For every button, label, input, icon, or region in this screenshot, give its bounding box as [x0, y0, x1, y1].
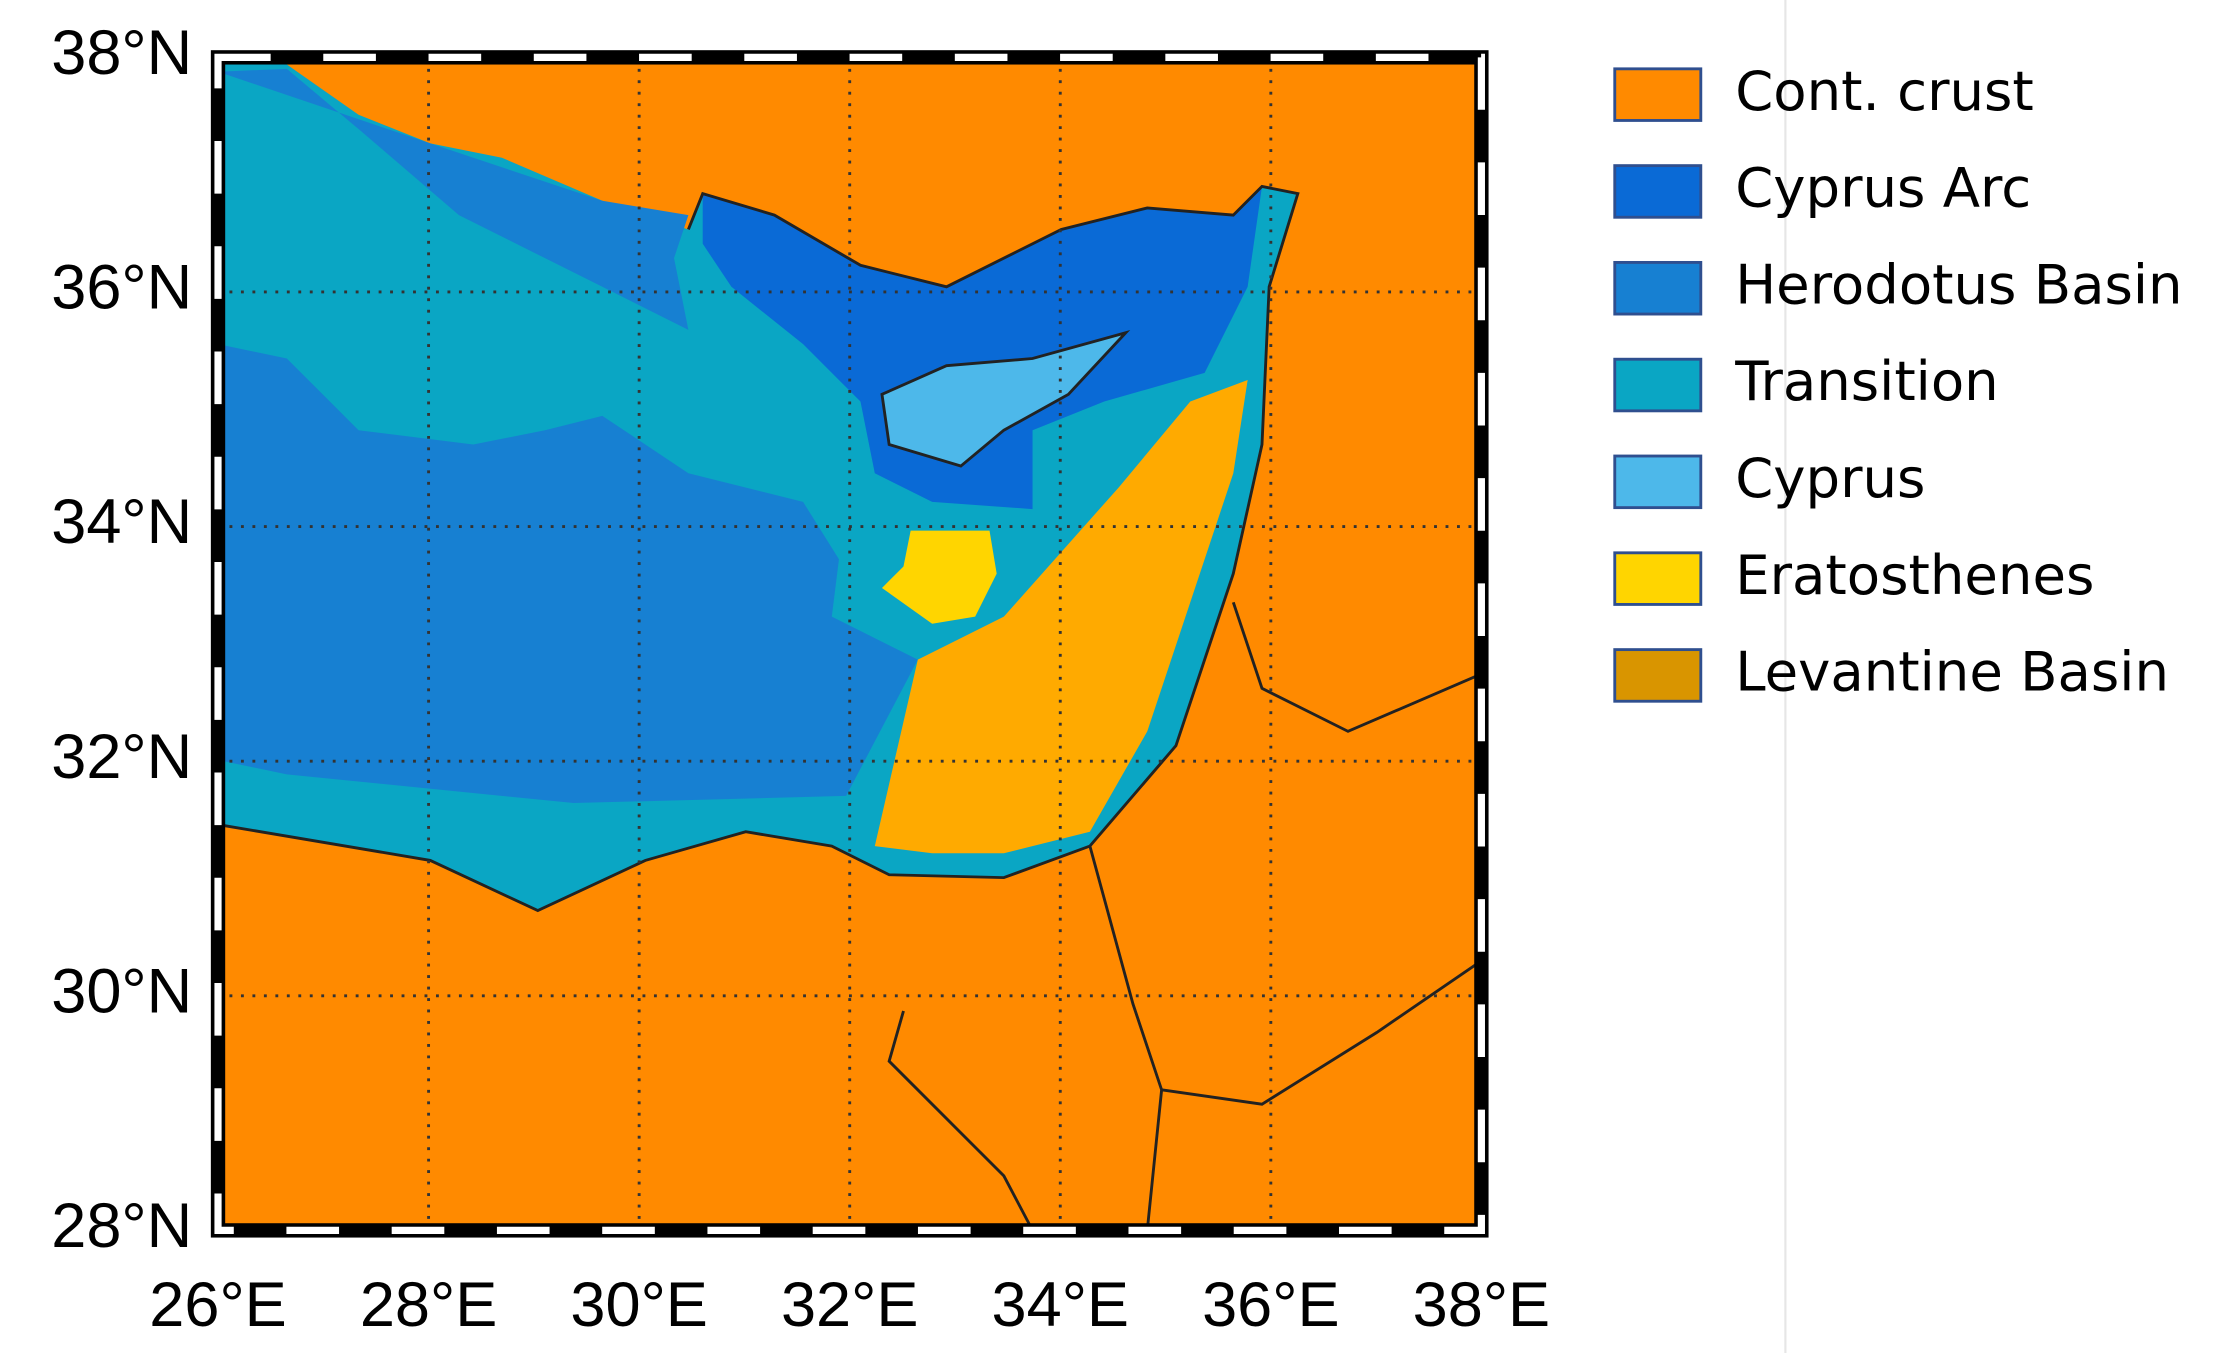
frame-dashes — [214, 53, 1485, 1234]
x-tick-label: 26°E — [149, 1270, 286, 1340]
herodotus-region — [218, 344, 918, 804]
legend-label: Cont. crust — [1735, 59, 2034, 123]
legend-label: Levantine Basin — [1735, 640, 2169, 704]
gulf — [887, 1010, 1034, 1232]
x-tick-label: 38°E — [1413, 1270, 1550, 1340]
x-tick-label: 28°E — [360, 1270, 497, 1340]
legend-swatch — [1613, 164, 1703, 219]
legend-swatch — [1613, 551, 1703, 606]
levantine-region — [874, 380, 1248, 854]
legend: Cont. crust Cyprus Arc Herodotus Basin Tran… — [1613, 59, 2183, 704]
legend-swatch — [1613, 260, 1703, 316]
y-tick-label: 32°N — [51, 722, 192, 792]
legend-swatch — [1613, 357, 1703, 413]
x-tick-label: 36°E — [1202, 1270, 1339, 1340]
border — [1231, 601, 1482, 733]
x-tick-label: 30°E — [570, 1270, 707, 1340]
legend-label: Cyprus Arc — [1735, 156, 2031, 220]
border — [1161, 959, 1483, 1106]
y-tick-label: 38°N — [51, 18, 192, 88]
y-tick-label: 36°N — [51, 253, 192, 323]
legend-swatch — [1613, 67, 1703, 122]
legend-label: Herodotus Basin — [1735, 252, 2182, 316]
legend-swatch — [1613, 648, 1703, 703]
eratosthenes-region — [881, 530, 997, 624]
legend-swatch — [1613, 454, 1703, 510]
x-tick-label: 32°E — [781, 1270, 918, 1340]
legend-label: Eratosthenes — [1735, 543, 2094, 607]
border — [1088, 845, 1164, 1231]
legend-label: Transition — [1734, 349, 1998, 413]
y-tick-label: 30°N — [51, 956, 192, 1026]
y-tick-label: 34°N — [51, 487, 192, 557]
coastline — [217, 184, 1300, 913]
cyprus-arc-region — [702, 186, 1262, 510]
legend-label: Cyprus — [1735, 446, 1925, 510]
x-tick-label: 34°E — [992, 1270, 1129, 1340]
cyprus-island — [880, 329, 1131, 468]
herodotus-region-north — [218, 68, 689, 330]
ticks: 26°E 28°E 30°E 32°E 34°E 36°E 38°E 28°N 30°N 32°N… — [51, 18, 1550, 1340]
y-tick-label: 28°N — [51, 1191, 192, 1261]
